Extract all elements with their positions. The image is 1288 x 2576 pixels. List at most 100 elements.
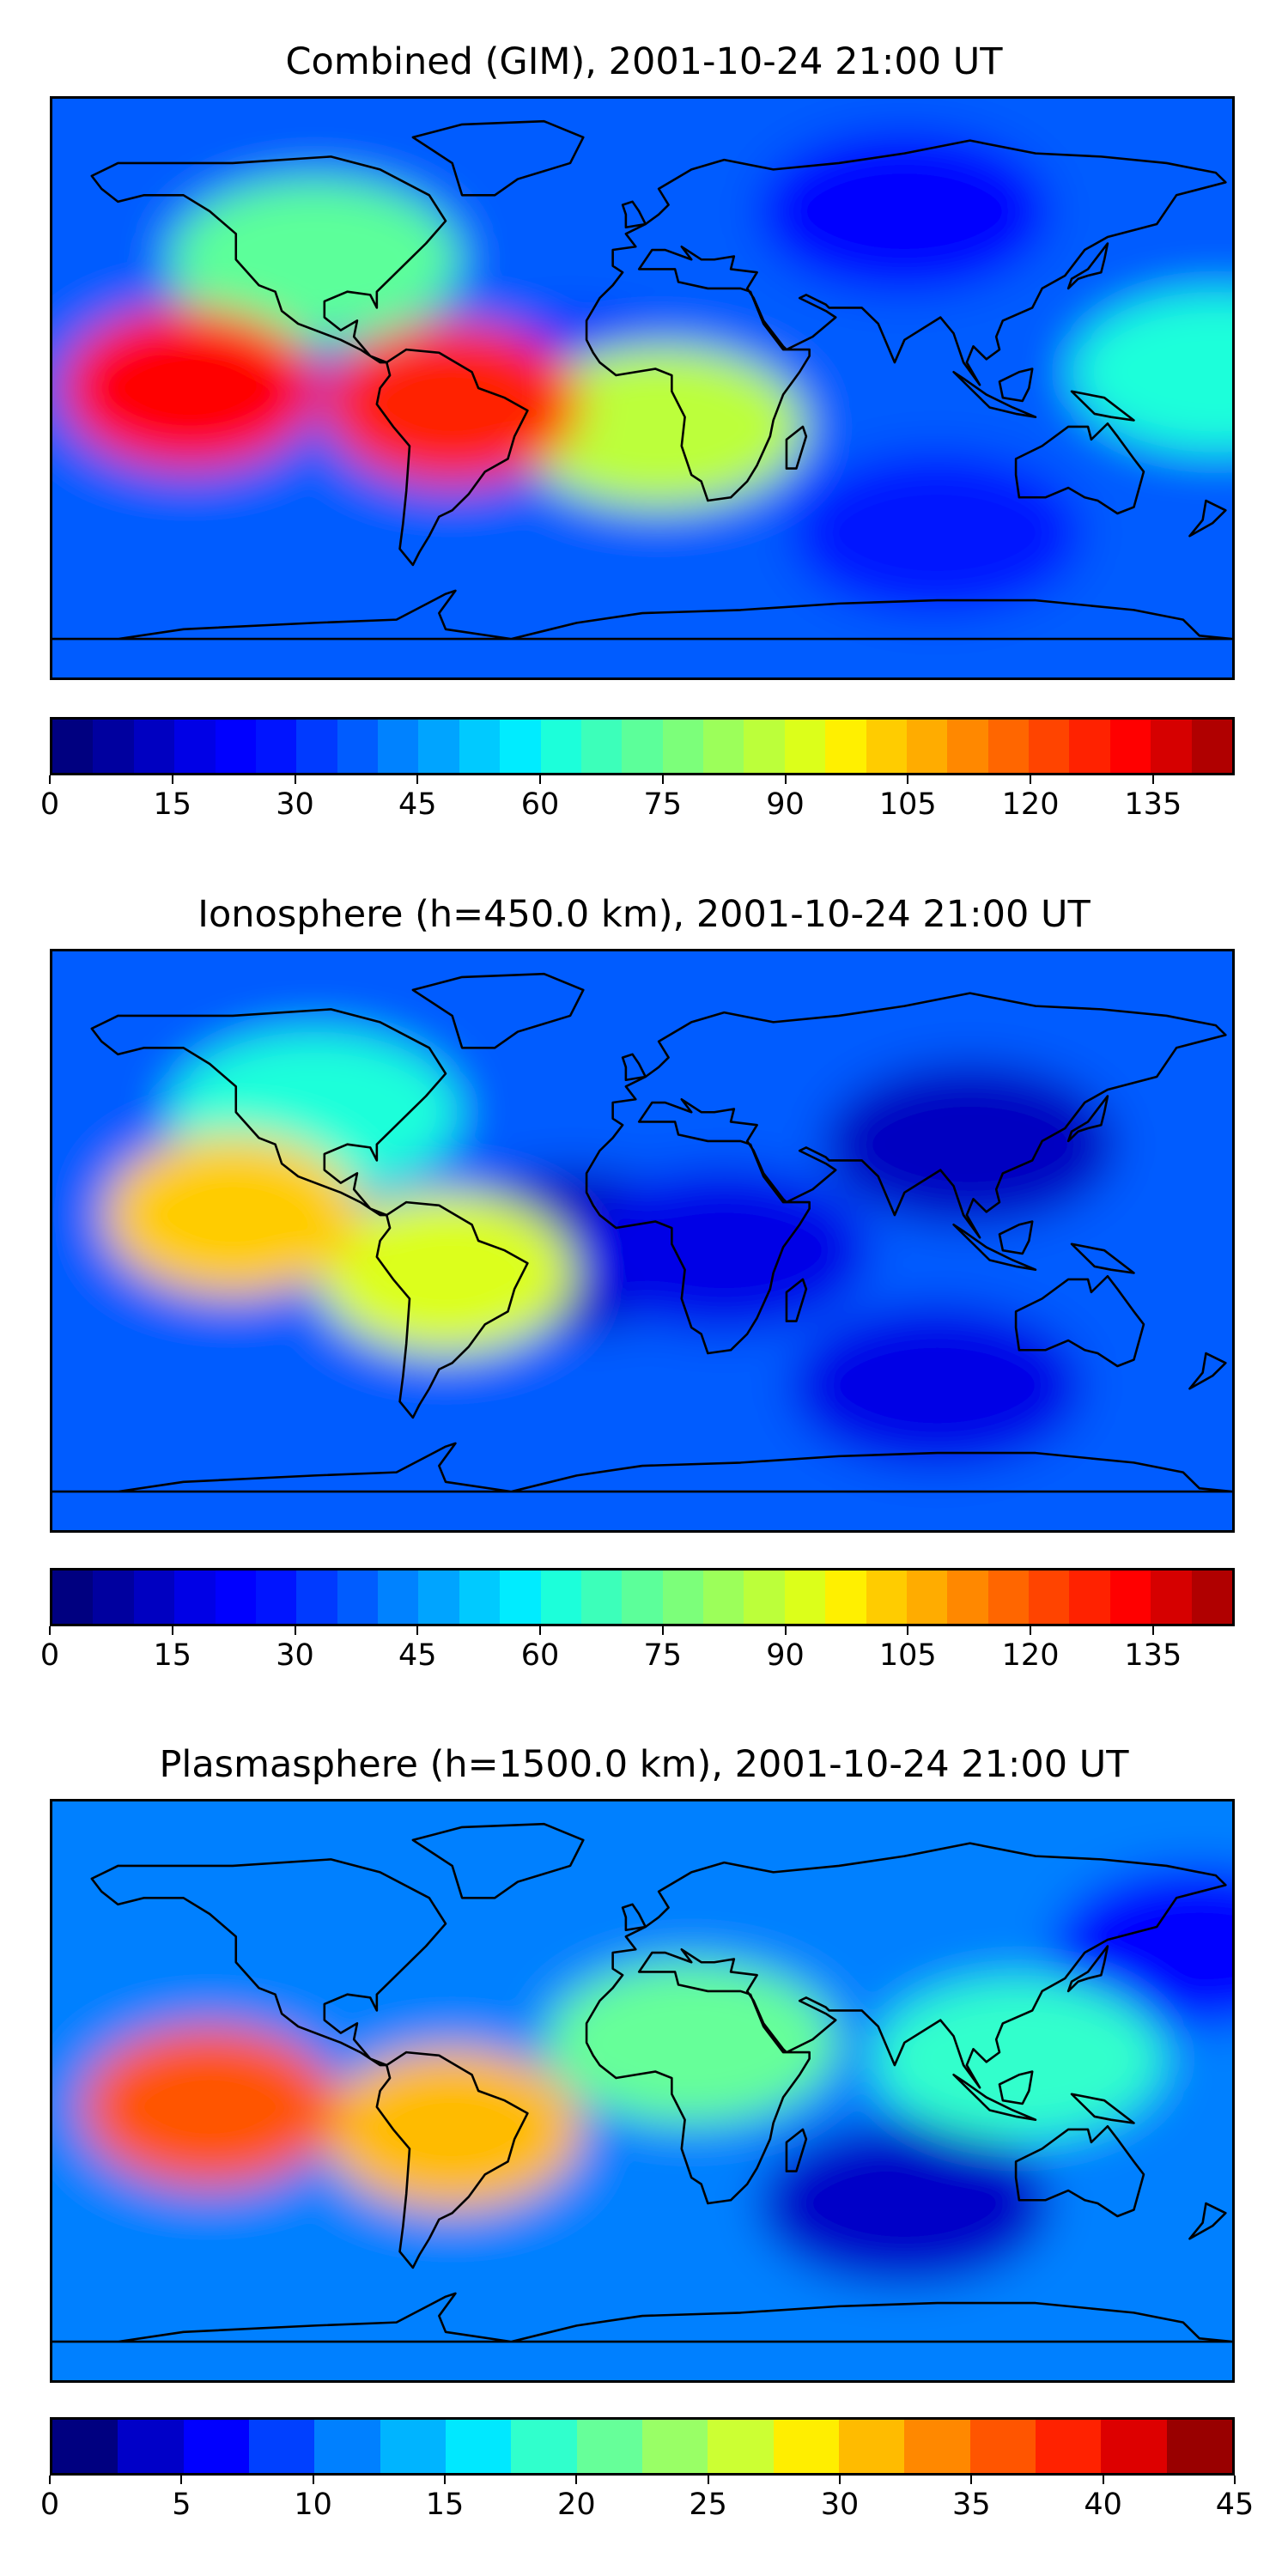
colorbar-segment (987, 1571, 1029, 1624)
feature-peak-east-pacific (81, 2026, 338, 2188)
feature-moderate-south-atlantic (513, 345, 805, 508)
coastline-indonesia (952, 1223, 1037, 1271)
colorbar-segment (1191, 1571, 1232, 1624)
colorbar-segment (337, 1571, 378, 1624)
coastline-madagascar (785, 2128, 808, 2172)
colorbar-tick-label: 40 (1052, 2476, 1155, 2522)
map-plasmasphere (50, 1799, 1235, 2383)
feature-low-asia (824, 1063, 1115, 1225)
coastline-indonesia (952, 370, 1037, 418)
coastline-greenland (411, 119, 585, 197)
colorbar-segment (93, 720, 134, 773)
colorbar-segment (825, 1571, 866, 1624)
colorbar-segment (52, 1571, 94, 1624)
colorbar-tick-label: 45 (366, 1626, 469, 1673)
colorbar-tick-label: 15 (121, 775, 224, 822)
coastline-britain (621, 1053, 647, 1082)
colorbar-tick-label: 105 (856, 775, 959, 822)
colorbar-segment (906, 720, 948, 773)
colorbar-segment (1069, 1571, 1110, 1624)
colorbar-segment (969, 2420, 1036, 2473)
colorbar-segment (576, 2420, 642, 2473)
coastline-antarctica (52, 589, 1232, 641)
colorbar-segment (215, 720, 256, 773)
colorbar-segment (255, 720, 297, 773)
colorbar-segment (1029, 1571, 1070, 1624)
colorbar-segment (118, 2420, 184, 2473)
panel-title-plasmasphere: Plasmasphere (h=1500.0 km), 2001-10-24 2… (159, 1743, 1129, 1786)
colorbar-segment (418, 1571, 459, 1624)
feature-low-south-indian-ocean (792, 1304, 1083, 1467)
map-ionosphere (50, 949, 1235, 1533)
colorbar-tick-label: 75 (611, 775, 714, 822)
coastline-borneo (998, 2070, 1034, 2105)
colorbar-segment (445, 2420, 512, 2473)
colorbar-tick-label: 90 (734, 775, 837, 822)
colorbar-tick-label: 135 (1102, 775, 1205, 822)
colorbar-segment (744, 1571, 785, 1624)
coastline-australia (1014, 1274, 1145, 1368)
colorbar-segment (540, 720, 581, 773)
coastline-australia (1014, 422, 1145, 515)
colorbar-segment (540, 1571, 581, 1624)
coastline-south-america (375, 348, 529, 567)
colorbar-tick-label: 15 (393, 2476, 496, 2522)
coastline-africa-eurasia (585, 1842, 1227, 2205)
colorbar-segment (1151, 720, 1192, 773)
colorbar-segment (987, 720, 1029, 773)
coastline-borneo (998, 368, 1034, 403)
colorbar-tick-label: 45 (366, 775, 469, 822)
feature-moderate-north-america (169, 179, 460, 341)
coastline-africa-eurasia (585, 992, 1227, 1355)
feature-moderate-east-asia (873, 1978, 1165, 2140)
feature-low-south-indian-ocean (792, 452, 1083, 614)
colorbar-segment (296, 1571, 337, 1624)
coastline-indonesia (952, 2073, 1037, 2121)
colorbar-segment (337, 720, 378, 773)
colorbar-segment (622, 1571, 663, 1624)
colorbar-tick-label: 30 (244, 1626, 347, 1673)
colorbar-tick-label: 0 (0, 1626, 101, 1673)
coastline-north-america (90, 1008, 447, 1217)
colorbar-tick-label: 15 (121, 1626, 224, 1673)
coastline-japan (1066, 242, 1109, 290)
colorbar-segment (133, 720, 175, 773)
coastline-britain (621, 200, 647, 229)
colorbar-tick-label: 135 (1102, 1626, 1205, 1673)
feature-moderate-south-america (317, 1192, 574, 1354)
colorbar-segment (703, 1571, 744, 1624)
colorbar-segment (215, 1571, 256, 1624)
colorbar-ticks-ionosphere: 0 15 30 45 60 75 90 105 120 135 (0, 1626, 1288, 1673)
colorbar-tick-label: 20 (525, 2476, 628, 2522)
colorbar-segment (183, 2420, 249, 2473)
colorbar-segment (838, 2420, 905, 2473)
colorbar-segment (866, 1571, 907, 1624)
colorbar-ticks-plasmasphere: 0 5 10 15 20 25 30 35 40 45 (0, 2476, 1288, 2522)
colorbar-segment (708, 2420, 774, 2473)
colorbar-segment (418, 720, 459, 773)
colorbar-segment (906, 1571, 948, 1624)
colorbar-segment (947, 1571, 988, 1624)
coastline-japan (1066, 1945, 1109, 1993)
coastline-borneo (998, 1220, 1034, 1255)
colorbar-segment (500, 720, 541, 773)
coastline-africa-eurasia (585, 139, 1227, 502)
coastline-antarctica (52, 1442, 1232, 1493)
feature-moderate-west-pacific (1070, 291, 1232, 453)
colorbar-tick-label: 75 (611, 1626, 714, 1673)
colorbar-segment (744, 720, 785, 773)
panel-title-ionosphere: Ionosphere (h=450.0 km), 2001-10-24 21:0… (197, 893, 1091, 936)
colorbar-segment (93, 1571, 134, 1624)
panel-title-combined: Combined (GIM), 2001-10-24 21:00 UT (285, 40, 1003, 83)
feature-low-south-indian-ocean (759, 2122, 1050, 2285)
colorbar-tick-label: 105 (856, 1626, 959, 1673)
coastline-new-zealand (1188, 2202, 1227, 2240)
colorbar-segment (1191, 720, 1232, 773)
colorbar-segment (703, 720, 744, 773)
feature-hotspot-east-pacific (61, 307, 319, 470)
colorbar-segment (784, 1571, 826, 1624)
colorbar-segment (1166, 2420, 1232, 2473)
colorbar-tick-label: 30 (244, 775, 347, 822)
colorbar-segment (1101, 2420, 1167, 2473)
colorbar-segment (500, 1571, 541, 1624)
